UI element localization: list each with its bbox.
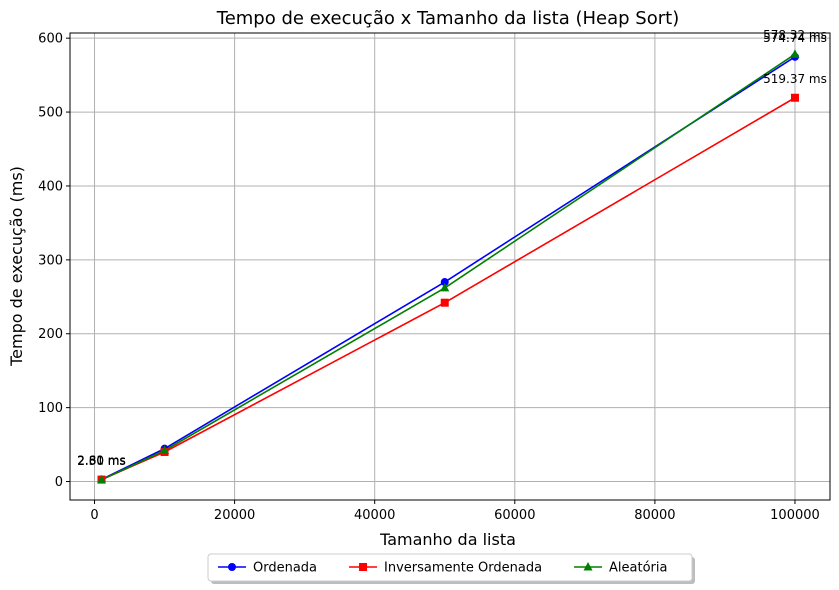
data-point-inversamente-ordenada [790,93,799,102]
y-tick-label: 100 [38,401,63,416]
series-line-ordenada [101,56,796,481]
data-point-aleat-ria [790,49,800,58]
x-tick-label: 100000 [770,508,820,523]
y-tick-label: 500 [38,106,63,121]
y-tick-label: 300 [38,253,63,268]
data-label-inversamente-ordenada: 519.37 ms [763,72,827,86]
data-label-aleat-ria: 2.30 ms [77,454,125,468]
data-point-aleat-ria [160,445,170,454]
legend-box [207,553,693,582]
data-label-inversamente-ordenada: 2.61 ms [77,454,125,468]
legend-label-aleat-ria: Aleatória [609,561,667,576]
series-lines [101,53,796,481]
x-tick-label: 0 [90,508,98,523]
data-label-ordenada: 2.80 ms [77,453,125,467]
legend-marker-inversamente-ordenada [359,563,368,571]
legend: Ordenada Inversamente Ordenada Aleatória [207,553,695,584]
y-axis-ticks: 0 100 200 300 400 500 600 [38,32,70,490]
data-labels: 2.80 ms 574.74 ms 2.61 ms 519.37 ms 2.30 ms 5… [77,28,827,468]
y-tick-label: 600 [38,32,63,47]
data-point-ordenada [440,278,449,287]
series-line-aleat-ria [101,53,796,481]
y-tick-label: 200 [38,327,63,342]
x-tick-label: 80000 [634,508,675,523]
legend-label-ordenada: Ordenada [253,561,317,576]
y-tick-label: 400 [38,179,63,194]
data-label-aleat-ria: 578.32 ms [763,28,827,42]
plot-frame [69,32,831,501]
grid [70,33,830,500]
data-point-inversamente-ordenada [440,298,449,307]
legend-label-inversamente-ordenada: Inversamente Ordenada [384,561,542,576]
x-axis-title: Tamanho da lista [379,530,516,549]
series-markers [97,49,800,484]
data-point-aleat-ria [440,282,450,292]
chart-title: Tempo de execução x Tamanho da lista (He… [216,8,679,29]
x-axis-ticks: 0 20000 40000 60000 80000 100000 [90,500,820,523]
legend-marker-aleat-ria [583,562,593,571]
series-line-inversamente-ordenada [101,97,796,481]
y-tick-label: 0 [55,475,63,490]
y-axis-title: Tempo de execução (ms) [7,166,26,367]
x-tick-label: 20000 [214,508,255,523]
data-label-ordenada: 574.74 ms [763,31,827,45]
x-tick-label: 60000 [494,508,535,523]
data-point-aleat-ria [97,474,107,484]
legend-marker-ordenada [228,563,236,571]
x-tick-label: 40000 [354,508,395,523]
